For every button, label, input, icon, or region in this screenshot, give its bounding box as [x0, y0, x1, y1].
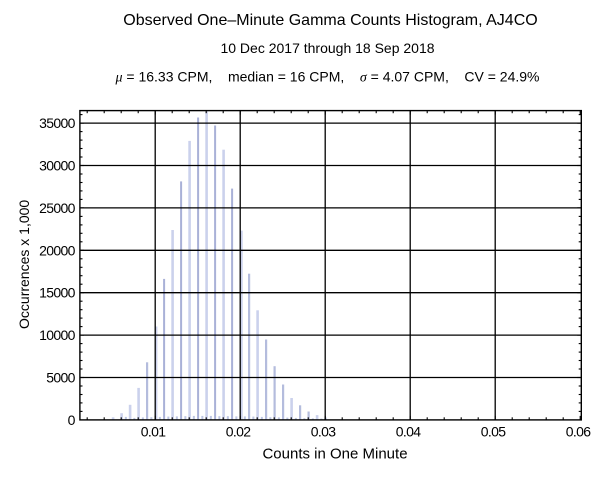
svg-text:Observed One–Minute Gamma Coun: Observed One–Minute Gamma Counts Histogr…: [123, 12, 537, 29]
svg-text:10000: 10000: [39, 327, 76, 343]
svg-text:25000: 25000: [39, 200, 76, 216]
svg-text:35000: 35000: [39, 115, 76, 131]
svg-text:0.05: 0.05: [481, 424, 507, 440]
svg-text:20000: 20000: [39, 242, 76, 258]
svg-text:15000: 15000: [39, 285, 76, 301]
svg-text:0.01: 0.01: [141, 424, 167, 440]
svg-text:Occurrences x 1,000: Occurrences x 1,000: [16, 200, 32, 329]
svg-text:30000: 30000: [39, 158, 76, 174]
svg-text:μ = 16.33 CPM, median = 16: μ = 16.33 CPM, median = 16 CPM, σ = 4.07…: [114, 68, 539, 85]
svg-text:0.02: 0.02: [226, 424, 252, 440]
svg-text:Counts in One Minute: Counts in One Minute: [262, 446, 407, 463]
svg-text:0.06: 0.06: [566, 424, 592, 440]
svg-text:5000: 5000: [46, 370, 75, 386]
svg-text:10 Dec 2017 through 18 Sep 201: 10 Dec 2017 through 18 Sep 2018: [220, 40, 434, 56]
svg-text:0: 0: [68, 412, 76, 428]
svg-text:0.04: 0.04: [396, 424, 422, 440]
svg-text:0.03: 0.03: [311, 424, 337, 440]
